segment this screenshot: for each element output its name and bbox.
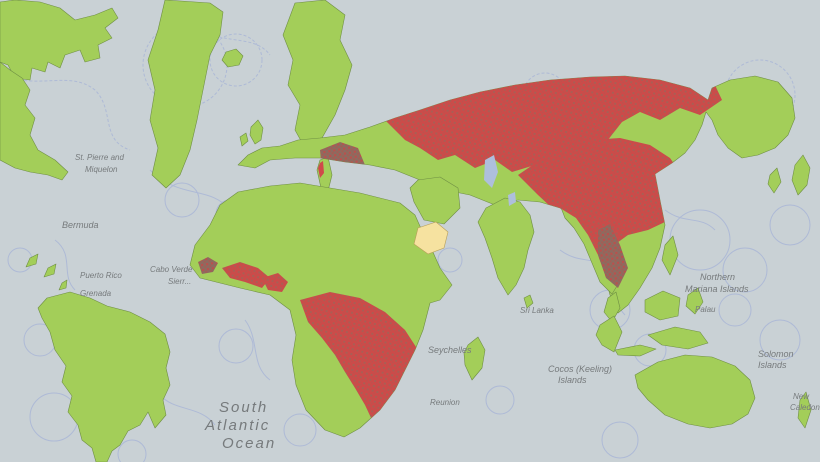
svg-text:Seychelles: Seychelles [428,345,472,355]
svg-text:Islands: Islands [558,375,587,385]
svg-text:Islands: Islands [758,360,787,370]
svg-text:Atlantic: Atlantic [204,417,270,434]
svg-text:Caledonia: Caledonia [790,403,820,412]
svg-text:Miquelon: Miquelon [85,165,118,174]
svg-text:Sierr...: Sierr... [168,277,191,286]
svg-text:St. Pierre and: St. Pierre and [75,153,124,162]
svg-text:Cabo Verde: Cabo Verde [150,265,193,274]
svg-text:Puerto Rico: Puerto Rico [80,271,122,280]
svg-text:Northern: Northern [700,272,735,282]
svg-text:Bermuda: Bermuda [62,220,99,230]
svg-text:Solomon: Solomon [758,349,794,359]
svg-text:Cocos (Keeling): Cocos (Keeling) [548,364,612,374]
svg-text:Sri Lanka: Sri Lanka [520,306,554,315]
svg-text:Mariana Islands: Mariana Islands [685,284,749,294]
svg-text:Ocean: Ocean [222,435,276,452]
svg-text:New: New [793,392,810,401]
svg-text:Palau: Palau [695,305,716,314]
svg-text:Grenada: Grenada [80,289,112,298]
svg-text:Reunion: Reunion [430,398,460,407]
svg-text:South: South [219,399,268,416]
